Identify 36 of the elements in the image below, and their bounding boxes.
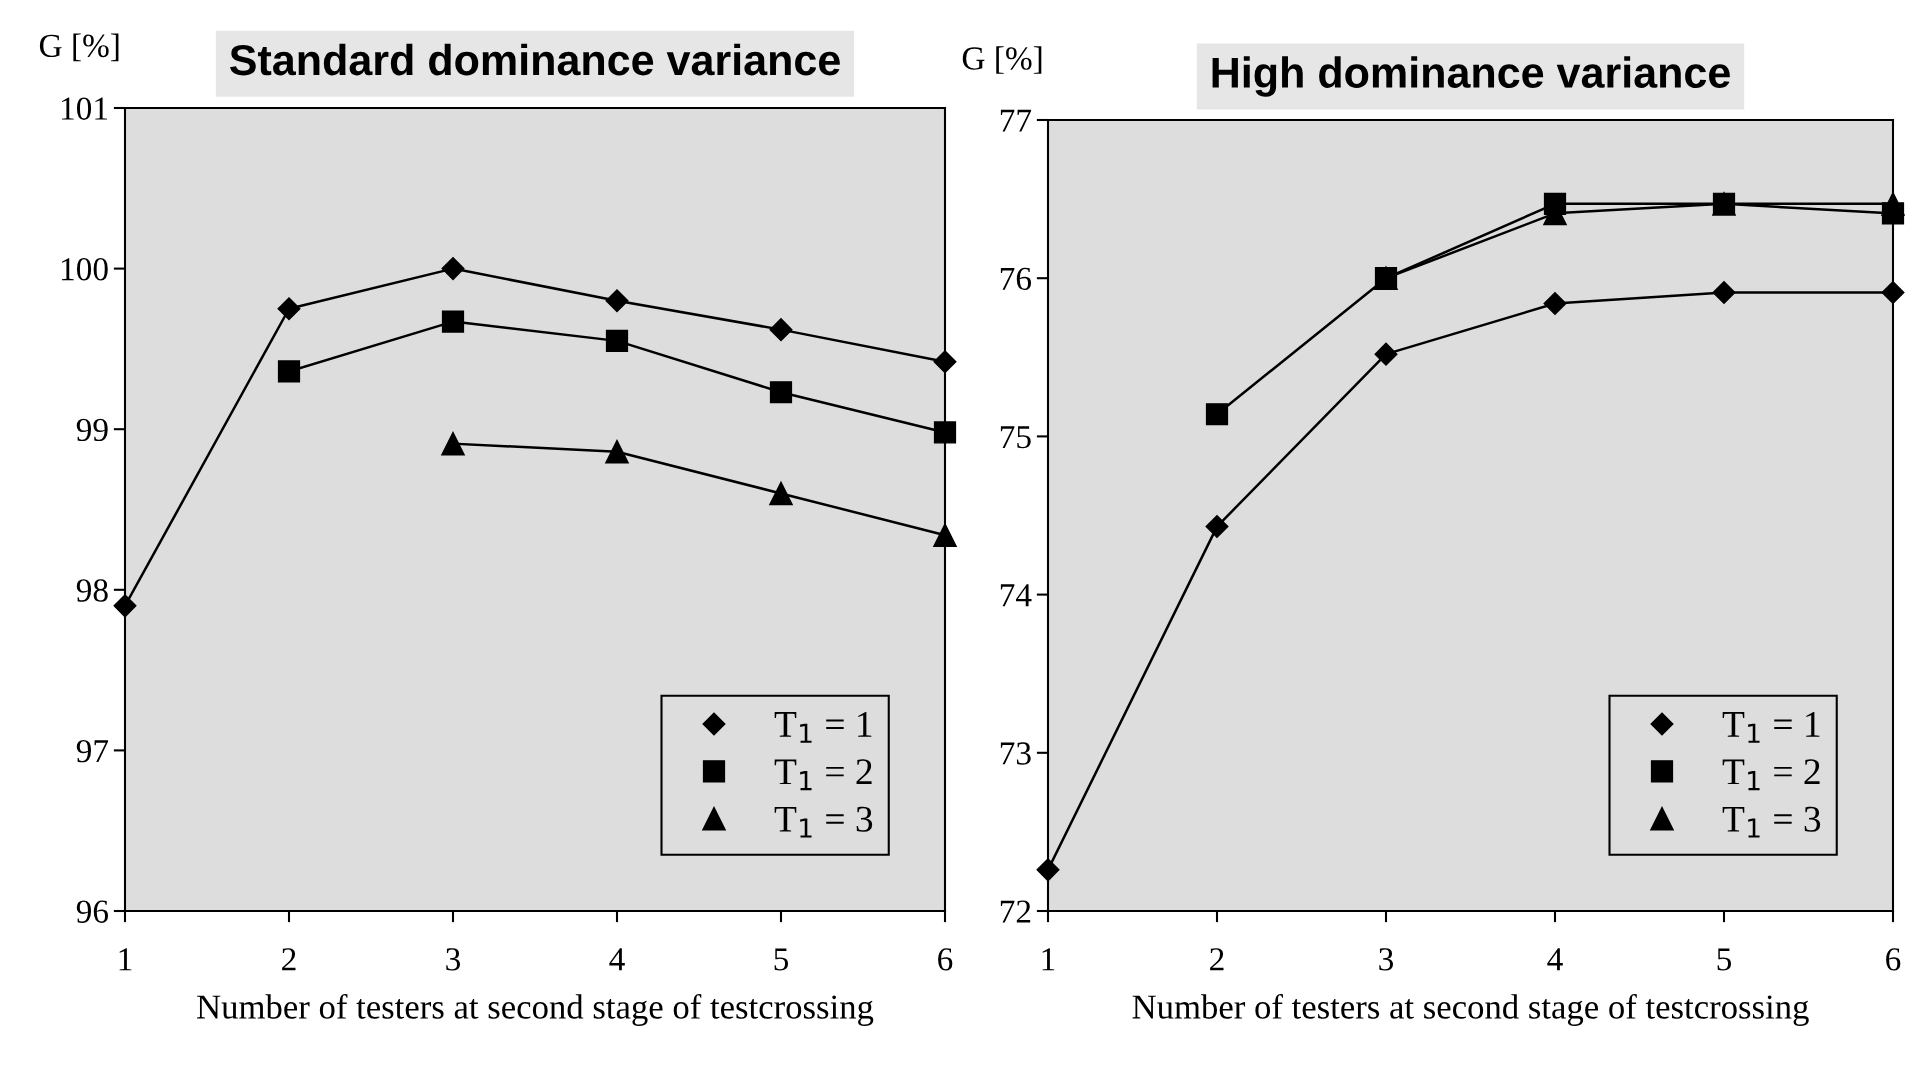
y-tick-label: 77 xyxy=(1000,109,1032,132)
y-tick-label: 75 xyxy=(1000,426,1031,449)
y-tick-label: 76 xyxy=(1000,267,1032,291)
x-tick-label: 6 xyxy=(938,948,953,971)
legend-label: T$_{1}$ = 3 xyxy=(774,806,873,838)
x-tick-label: 4 xyxy=(609,948,625,971)
x-tick-label: 2 xyxy=(1210,948,1224,971)
y-tick-label: 101 xyxy=(61,97,108,120)
y-tick-label: 98 xyxy=(76,579,108,602)
x-tick-label: 6 xyxy=(1886,948,1901,971)
y-tick-label: 74 xyxy=(1000,584,1032,607)
x-tick-label: 3 xyxy=(1379,948,1394,971)
x-tick-label: 3 xyxy=(446,948,461,971)
x-axis-title: Number of testers at second stage of testcrossing xyxy=(1132,994,1809,1026)
chart-title: High dominance variance xyxy=(1212,56,1730,97)
y-tick-label: 99 xyxy=(76,418,108,442)
chart-title: Standard dominance variance xyxy=(229,43,840,76)
x-tick-label: 2 xyxy=(282,948,296,971)
x-tick-label: 1 xyxy=(1042,948,1055,971)
legend-label: T$_{1}$ = 1 xyxy=(1722,711,1820,743)
y-tick-label: 100 xyxy=(61,258,108,281)
x-tick-label: 5 xyxy=(1717,948,1732,971)
x-tick-label: 4 xyxy=(1547,948,1563,971)
legend-label: T$_{1}$ = 1 xyxy=(774,711,872,743)
legend-label: T$_{1}$ = 3 xyxy=(1722,806,1821,838)
y-tick-label: 97 xyxy=(76,739,109,763)
x-axis-title: Number of testers at second stage of testcrossing xyxy=(197,994,874,1026)
x-tick-label: 1 xyxy=(119,948,132,971)
y-tick-label: 96 xyxy=(76,900,109,923)
legend-label: T$_{1}$ = 2 xyxy=(1722,759,1820,791)
legend-label: T$_{1}$ = 2 xyxy=(774,759,872,791)
x-tick-label: 5 xyxy=(774,948,789,971)
y-tick-label: 72 xyxy=(1000,900,1031,923)
y-axis-title: G [%] xyxy=(962,46,1042,74)
y-axis-title: G [%] xyxy=(39,33,119,62)
y-tick-label: 73 xyxy=(1000,742,1031,765)
